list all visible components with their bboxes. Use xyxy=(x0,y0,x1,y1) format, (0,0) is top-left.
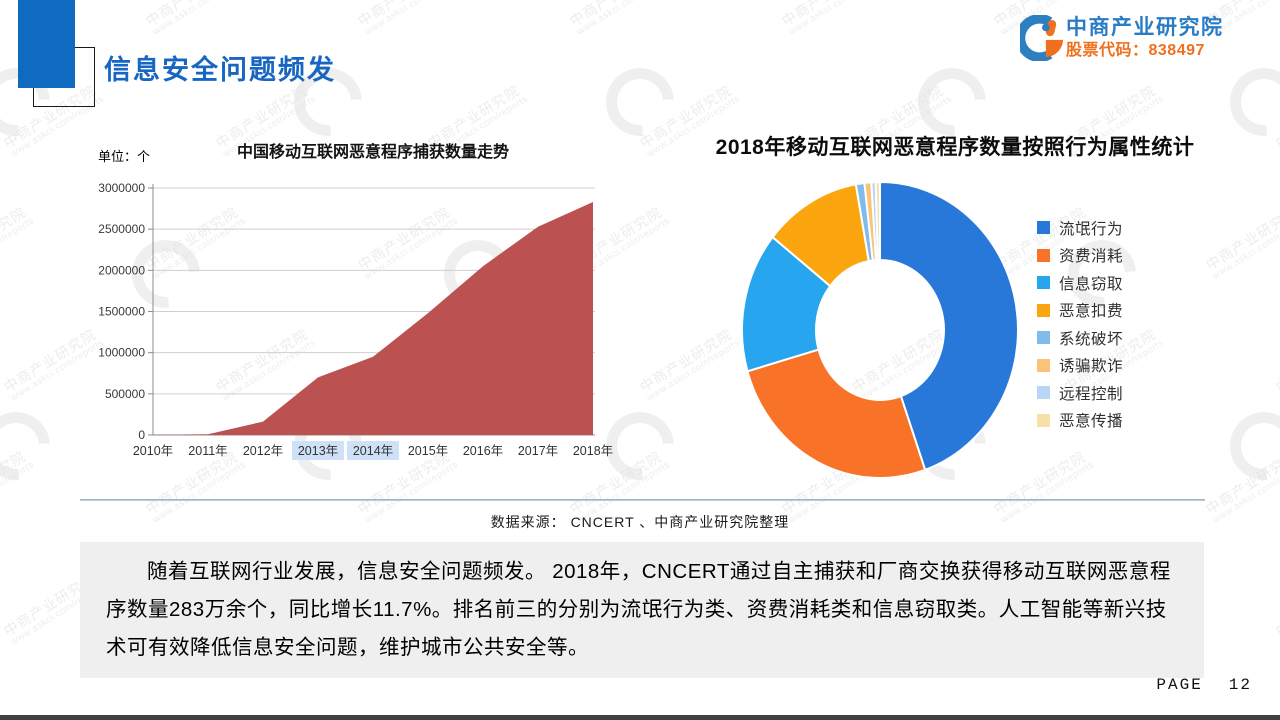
x-label-highlight xyxy=(292,441,344,460)
legend-label: 恶意传播 xyxy=(1059,413,1124,431)
footer-bar xyxy=(0,715,1280,720)
page-number: 12 xyxy=(1228,676,1252,694)
donut-chart-title: 2018年移动互联网恶意程序数量按照行为属性统计 xyxy=(715,136,1195,159)
legend-label: 远程控制 xyxy=(1059,385,1124,403)
legend-item: 恶意传播 xyxy=(1037,407,1123,435)
y-tick-label: 2000000 xyxy=(98,263,145,277)
donut-chart xyxy=(741,180,1019,479)
area-series xyxy=(153,202,593,435)
y-tick-label: 1000000 xyxy=(98,346,145,360)
y-tick-label: 1500000 xyxy=(98,305,145,319)
y-tick-label: 0 xyxy=(138,428,145,442)
legend-item: 恶意扣费 xyxy=(1037,297,1123,325)
company-logo-text: 中商产业研究院 股票代码：838497 xyxy=(1066,17,1241,59)
legend-swatch xyxy=(1037,221,1050,235)
x-tick-label: 2013年 xyxy=(298,444,338,458)
y-tick-label: 2500000 xyxy=(98,222,145,236)
divider-line xyxy=(80,499,1205,501)
legend-swatch xyxy=(1037,303,1050,317)
title-accent-block xyxy=(18,0,75,88)
page-label: PAGE xyxy=(1156,676,1203,694)
legend-swatch xyxy=(1037,331,1050,345)
donut-legend: 流氓行为资费消耗信息窃取恶意扣费系统破坏诱骗欺诈远程控制恶意传播 xyxy=(1037,214,1123,434)
legend-label: 恶意扣费 xyxy=(1059,303,1124,321)
donut-slice-资费消耗 xyxy=(746,348,927,479)
legend-swatch xyxy=(1037,386,1050,400)
y-tick-label: 500000 xyxy=(105,387,145,401)
summary-text: 随着互联网行业发展，信息安全问题频发。 2018年，CNCERT通过自主捕获和厂… xyxy=(106,560,1171,659)
watermark-logo-icon xyxy=(1216,398,1280,494)
legend-item: 系统破坏 xyxy=(1037,324,1123,352)
area-chart-title: 中国移动互联网恶意程序捕获数量走势 xyxy=(237,142,509,161)
page-indicator: PAGE 12 xyxy=(1156,676,1252,694)
legend-item: 信息窃取 xyxy=(1037,269,1123,297)
donut-slice-恶意传播 xyxy=(874,180,881,262)
legend-item: 诱骗欺诈 xyxy=(1037,352,1123,380)
company-name: 中商产业研究院 xyxy=(1066,16,1224,39)
y-tick-label: 3000000 xyxy=(98,181,145,195)
legend-label: 诱骗欺诈 xyxy=(1059,358,1124,376)
donut-slice-流氓行为 xyxy=(879,181,1019,471)
area-chart: 0 500000 1000000 1500000 2000000 2500000 30000… xyxy=(98,142,613,460)
data-source-note: 数据来源： CNCERT 、中商产业研究院整理 xyxy=(490,514,790,530)
stock-code: 股票代码：838497 xyxy=(1066,42,1205,59)
company-logo-icon xyxy=(1020,15,1064,61)
x-label-highlight xyxy=(347,441,399,460)
watermark-logo-icon xyxy=(0,398,64,494)
legend-swatch xyxy=(1037,276,1050,290)
legend-item: 远程控制 xyxy=(1037,379,1123,407)
legend-label: 资费消耗 xyxy=(1059,248,1124,266)
legend-item: 流氓行为 xyxy=(1037,214,1123,242)
x-tick-label: 2012年 xyxy=(243,444,283,458)
legend-item: 资费消耗 xyxy=(1037,242,1123,270)
legend-swatch xyxy=(1037,413,1050,427)
page-title: 信息安全问题频发 xyxy=(104,55,336,85)
legend-swatch xyxy=(1037,248,1050,262)
x-tick-label: 2018年 xyxy=(573,444,613,458)
x-tick-label: 2015年 xyxy=(408,444,448,458)
x-tick-label: 2016年 xyxy=(463,444,503,458)
x-tick-label: 2010年 xyxy=(133,444,173,458)
x-tick-label: 2014年 xyxy=(353,444,393,458)
legend-label: 系统破坏 xyxy=(1059,330,1124,348)
legend-label: 流氓行为 xyxy=(1059,220,1124,238)
donut-slice-信息窃取 xyxy=(741,236,832,373)
legend-swatch xyxy=(1037,358,1050,372)
x-tick-label: 2017年 xyxy=(518,444,558,458)
x-tick-label: 2011年 xyxy=(188,444,227,458)
legend-label: 信息窃取 xyxy=(1059,275,1124,293)
summary-panel: 随着互联网行业发展，信息安全问题频发。 2018年，CNCERT通过自主捕获和厂… xyxy=(80,542,1204,678)
unit-label: 单位：个 xyxy=(98,149,150,164)
